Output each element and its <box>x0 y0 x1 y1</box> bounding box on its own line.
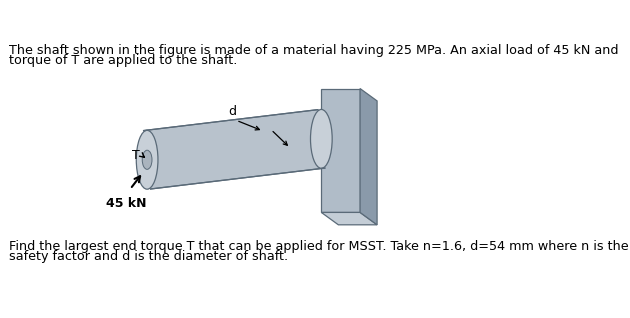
Polygon shape <box>144 168 325 190</box>
Polygon shape <box>321 212 377 225</box>
Polygon shape <box>360 88 377 225</box>
Text: T: T <box>132 149 140 162</box>
Polygon shape <box>321 88 360 212</box>
Text: torque of T are applied to the shaft.: torque of T are applied to the shaft. <box>9 54 238 67</box>
Text: 45 kN: 45 kN <box>106 197 146 210</box>
Text: The shaft shown in the figure is made of a material having 225 MPa. An axial loa: The shaft shown in the figure is made of… <box>9 44 619 57</box>
Ellipse shape <box>136 130 158 189</box>
Polygon shape <box>144 110 325 189</box>
Text: Find the largest end torque T that can be applied for MSST. Take n=1.6, d=54 mm : Find the largest end torque T that can b… <box>9 239 629 252</box>
Ellipse shape <box>142 150 152 169</box>
Ellipse shape <box>311 109 332 168</box>
Text: safety factor and d is the diameter of shaft.: safety factor and d is the diameter of s… <box>9 250 289 263</box>
Polygon shape <box>144 168 325 190</box>
Polygon shape <box>144 110 325 189</box>
Text: d: d <box>228 105 236 118</box>
